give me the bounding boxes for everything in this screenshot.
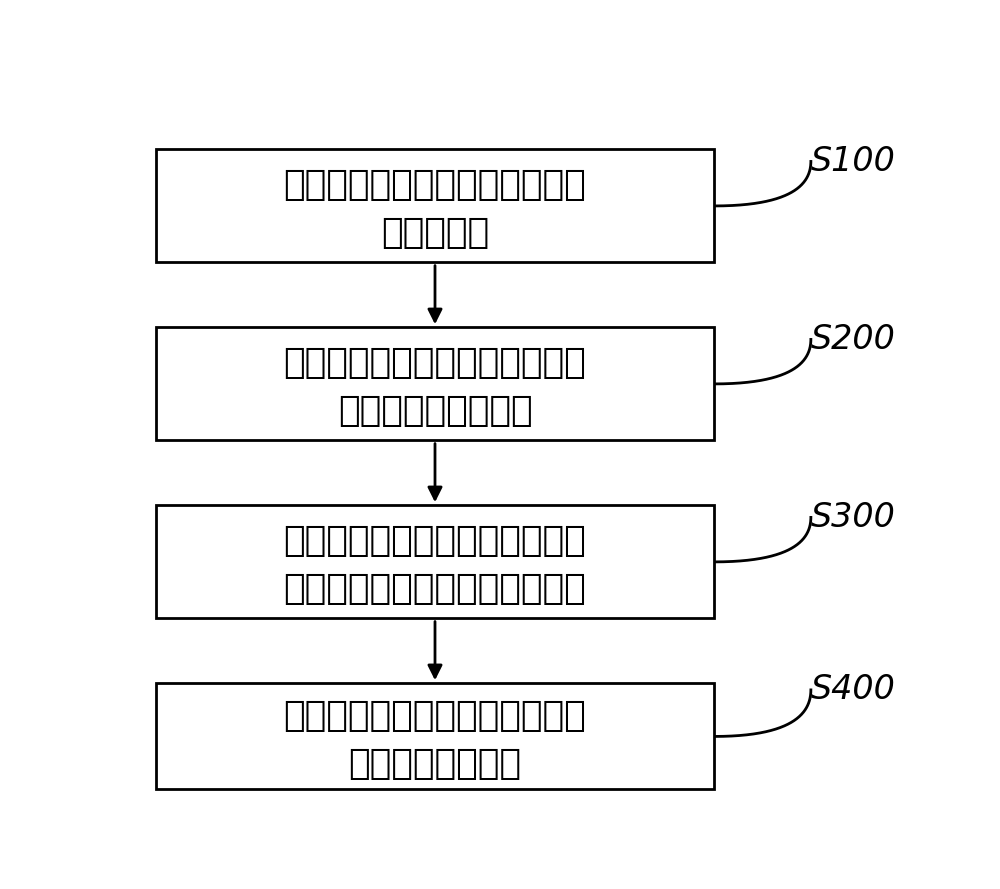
Text: 路，形成显示面板: 路，形成显示面板 bbox=[349, 747, 522, 781]
Text: 于第一邦定区邦定补偿电源，于: 于第一邦定区邦定补偿电源，于 bbox=[284, 525, 586, 558]
Text: 制备衬底，所述衬底包括相对的: 制备衬底，所述衬底包括相对的 bbox=[284, 168, 586, 203]
Bar bbox=[156, 506, 714, 619]
Text: 衬底的第二邦定区邦定工作电源: 衬底的第二邦定区邦定工作电源 bbox=[284, 573, 586, 606]
Text: 与衬底上形成显示器件和驱动电: 与衬底上形成显示器件和驱动电 bbox=[284, 699, 586, 733]
Text: S100: S100 bbox=[811, 145, 896, 178]
Text: S300: S300 bbox=[811, 501, 896, 534]
Bar bbox=[156, 327, 714, 440]
Text: 开槽内的第一绑定区: 开槽内的第一绑定区 bbox=[338, 395, 532, 428]
Text: S400: S400 bbox=[811, 673, 896, 707]
Bar bbox=[156, 684, 714, 789]
Text: 切割衬底的顶端形成开槽和位于: 切割衬底的顶端形成开槽和位于 bbox=[284, 347, 586, 380]
Bar bbox=[156, 149, 714, 262]
Text: 顶端和底端: 顶端和底端 bbox=[381, 216, 489, 251]
Text: S200: S200 bbox=[811, 323, 896, 356]
